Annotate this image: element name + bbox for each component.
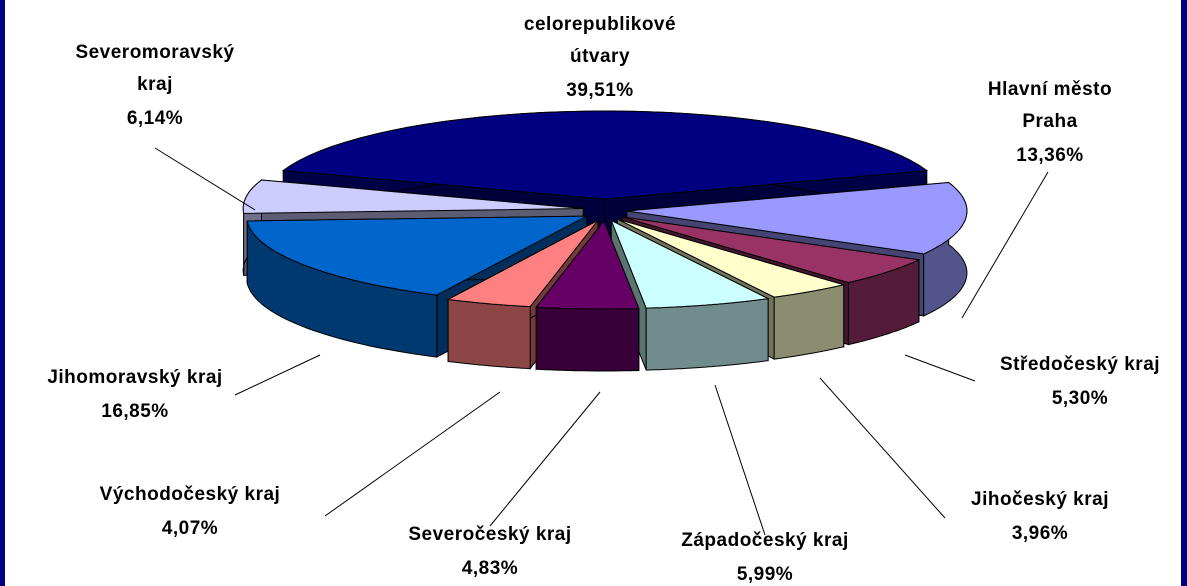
leader-line xyxy=(904,354,976,382)
leader-line xyxy=(234,354,321,396)
category-label: Jihočeský kraj xyxy=(971,489,1109,510)
category-label: Západočeský kraj xyxy=(681,530,848,551)
value-label: 16,85% xyxy=(101,401,168,422)
pie-slice xyxy=(535,219,640,372)
label-line: kraj xyxy=(137,74,173,95)
label-line: Praha xyxy=(1022,111,1077,132)
slice-side xyxy=(447,298,531,370)
pie-slice xyxy=(610,219,770,371)
leader-line xyxy=(819,377,946,519)
label-line: útvary xyxy=(570,46,630,67)
slice-top xyxy=(617,218,844,298)
leader-line xyxy=(489,391,601,527)
slice-top xyxy=(610,219,770,309)
slice-top xyxy=(242,179,584,214)
value-label: 3,96% xyxy=(1012,523,1068,544)
label-line: Severomoravský xyxy=(75,42,234,63)
category-label: Středočeský kraj xyxy=(1000,354,1160,375)
slice-top xyxy=(622,216,921,284)
label-line: celorepublikové xyxy=(524,14,676,35)
leader-line xyxy=(961,171,1049,319)
value-label: 5,99% xyxy=(737,564,793,585)
leader-line xyxy=(714,384,766,536)
leader-line xyxy=(154,147,256,211)
value-label: 39,51% xyxy=(566,80,633,101)
category-label: Severočeský kraj xyxy=(408,524,571,545)
slice-top xyxy=(246,215,587,296)
slice-top xyxy=(446,219,599,308)
value-label: 4,07% xyxy=(162,518,218,539)
slice-top xyxy=(535,220,640,310)
slice-side xyxy=(535,306,640,372)
value-label: 4,83% xyxy=(462,558,518,579)
frame-right xyxy=(1181,0,1187,586)
slice-top xyxy=(281,110,929,200)
slice-top xyxy=(626,181,968,255)
frame-left xyxy=(0,0,5,586)
value-label: 5,30% xyxy=(1052,388,1108,409)
leader-line xyxy=(324,391,501,517)
category-label: Východočeský kraj xyxy=(100,484,281,505)
category-label: celorepublikové útvary xyxy=(524,14,676,67)
label-line: Hlavní město xyxy=(988,79,1112,100)
value-label: 13,36% xyxy=(1016,145,1083,166)
value-label: 6,14% xyxy=(127,108,183,129)
category-label: Severomoravský kraj xyxy=(75,42,234,95)
category-label: Hlavní město Praha xyxy=(988,79,1112,132)
slice-side xyxy=(645,298,769,371)
category-label: Jihomoravský kraj xyxy=(47,367,222,388)
